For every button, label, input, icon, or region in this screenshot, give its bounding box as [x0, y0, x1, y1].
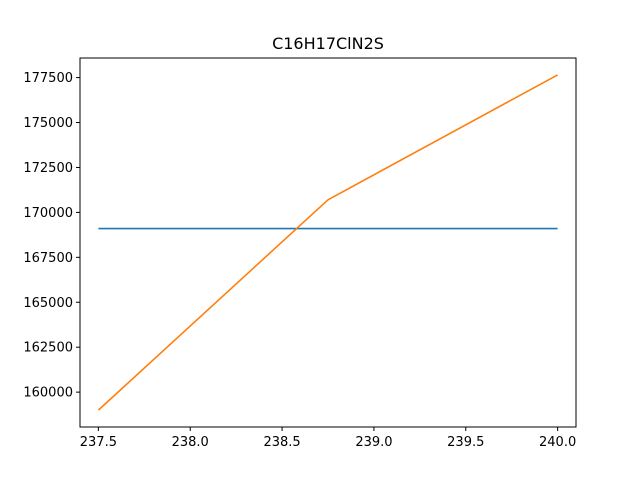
y-tick-label: 160000	[23, 386, 73, 401]
y-tick-label: 177500	[23, 71, 73, 86]
x-tick-label: 240.0	[539, 435, 576, 450]
y-tick-label: 165000	[23, 296, 73, 311]
y-tick-label: 170000	[23, 206, 73, 221]
x-tick-label: 237.5	[80, 435, 117, 450]
plot-frame	[79, 57, 577, 428]
y-axis: 160000 162500 165000 167500 170000 172500 1750…	[23, 71, 80, 401]
x-tick-label: 239.0	[355, 435, 392, 450]
series-line-2	[97, 74, 558, 411]
y-tick-label: 162500	[23, 341, 73, 356]
x-tick-label: 238.5	[263, 435, 300, 450]
x-tick-label: 239.5	[447, 435, 484, 450]
chart-title: C16H17ClN2S	[272, 34, 384, 53]
y-tick-label: 172500	[23, 161, 73, 176]
x-tick-label: 238.0	[172, 435, 209, 450]
x-axis: 237.5 238.0 238.5 239.0 239.5 240.0	[80, 427, 576, 450]
series-layer	[97, 74, 558, 411]
y-tick-label: 175000	[23, 116, 73, 131]
y-tick-label: 167500	[23, 251, 73, 266]
